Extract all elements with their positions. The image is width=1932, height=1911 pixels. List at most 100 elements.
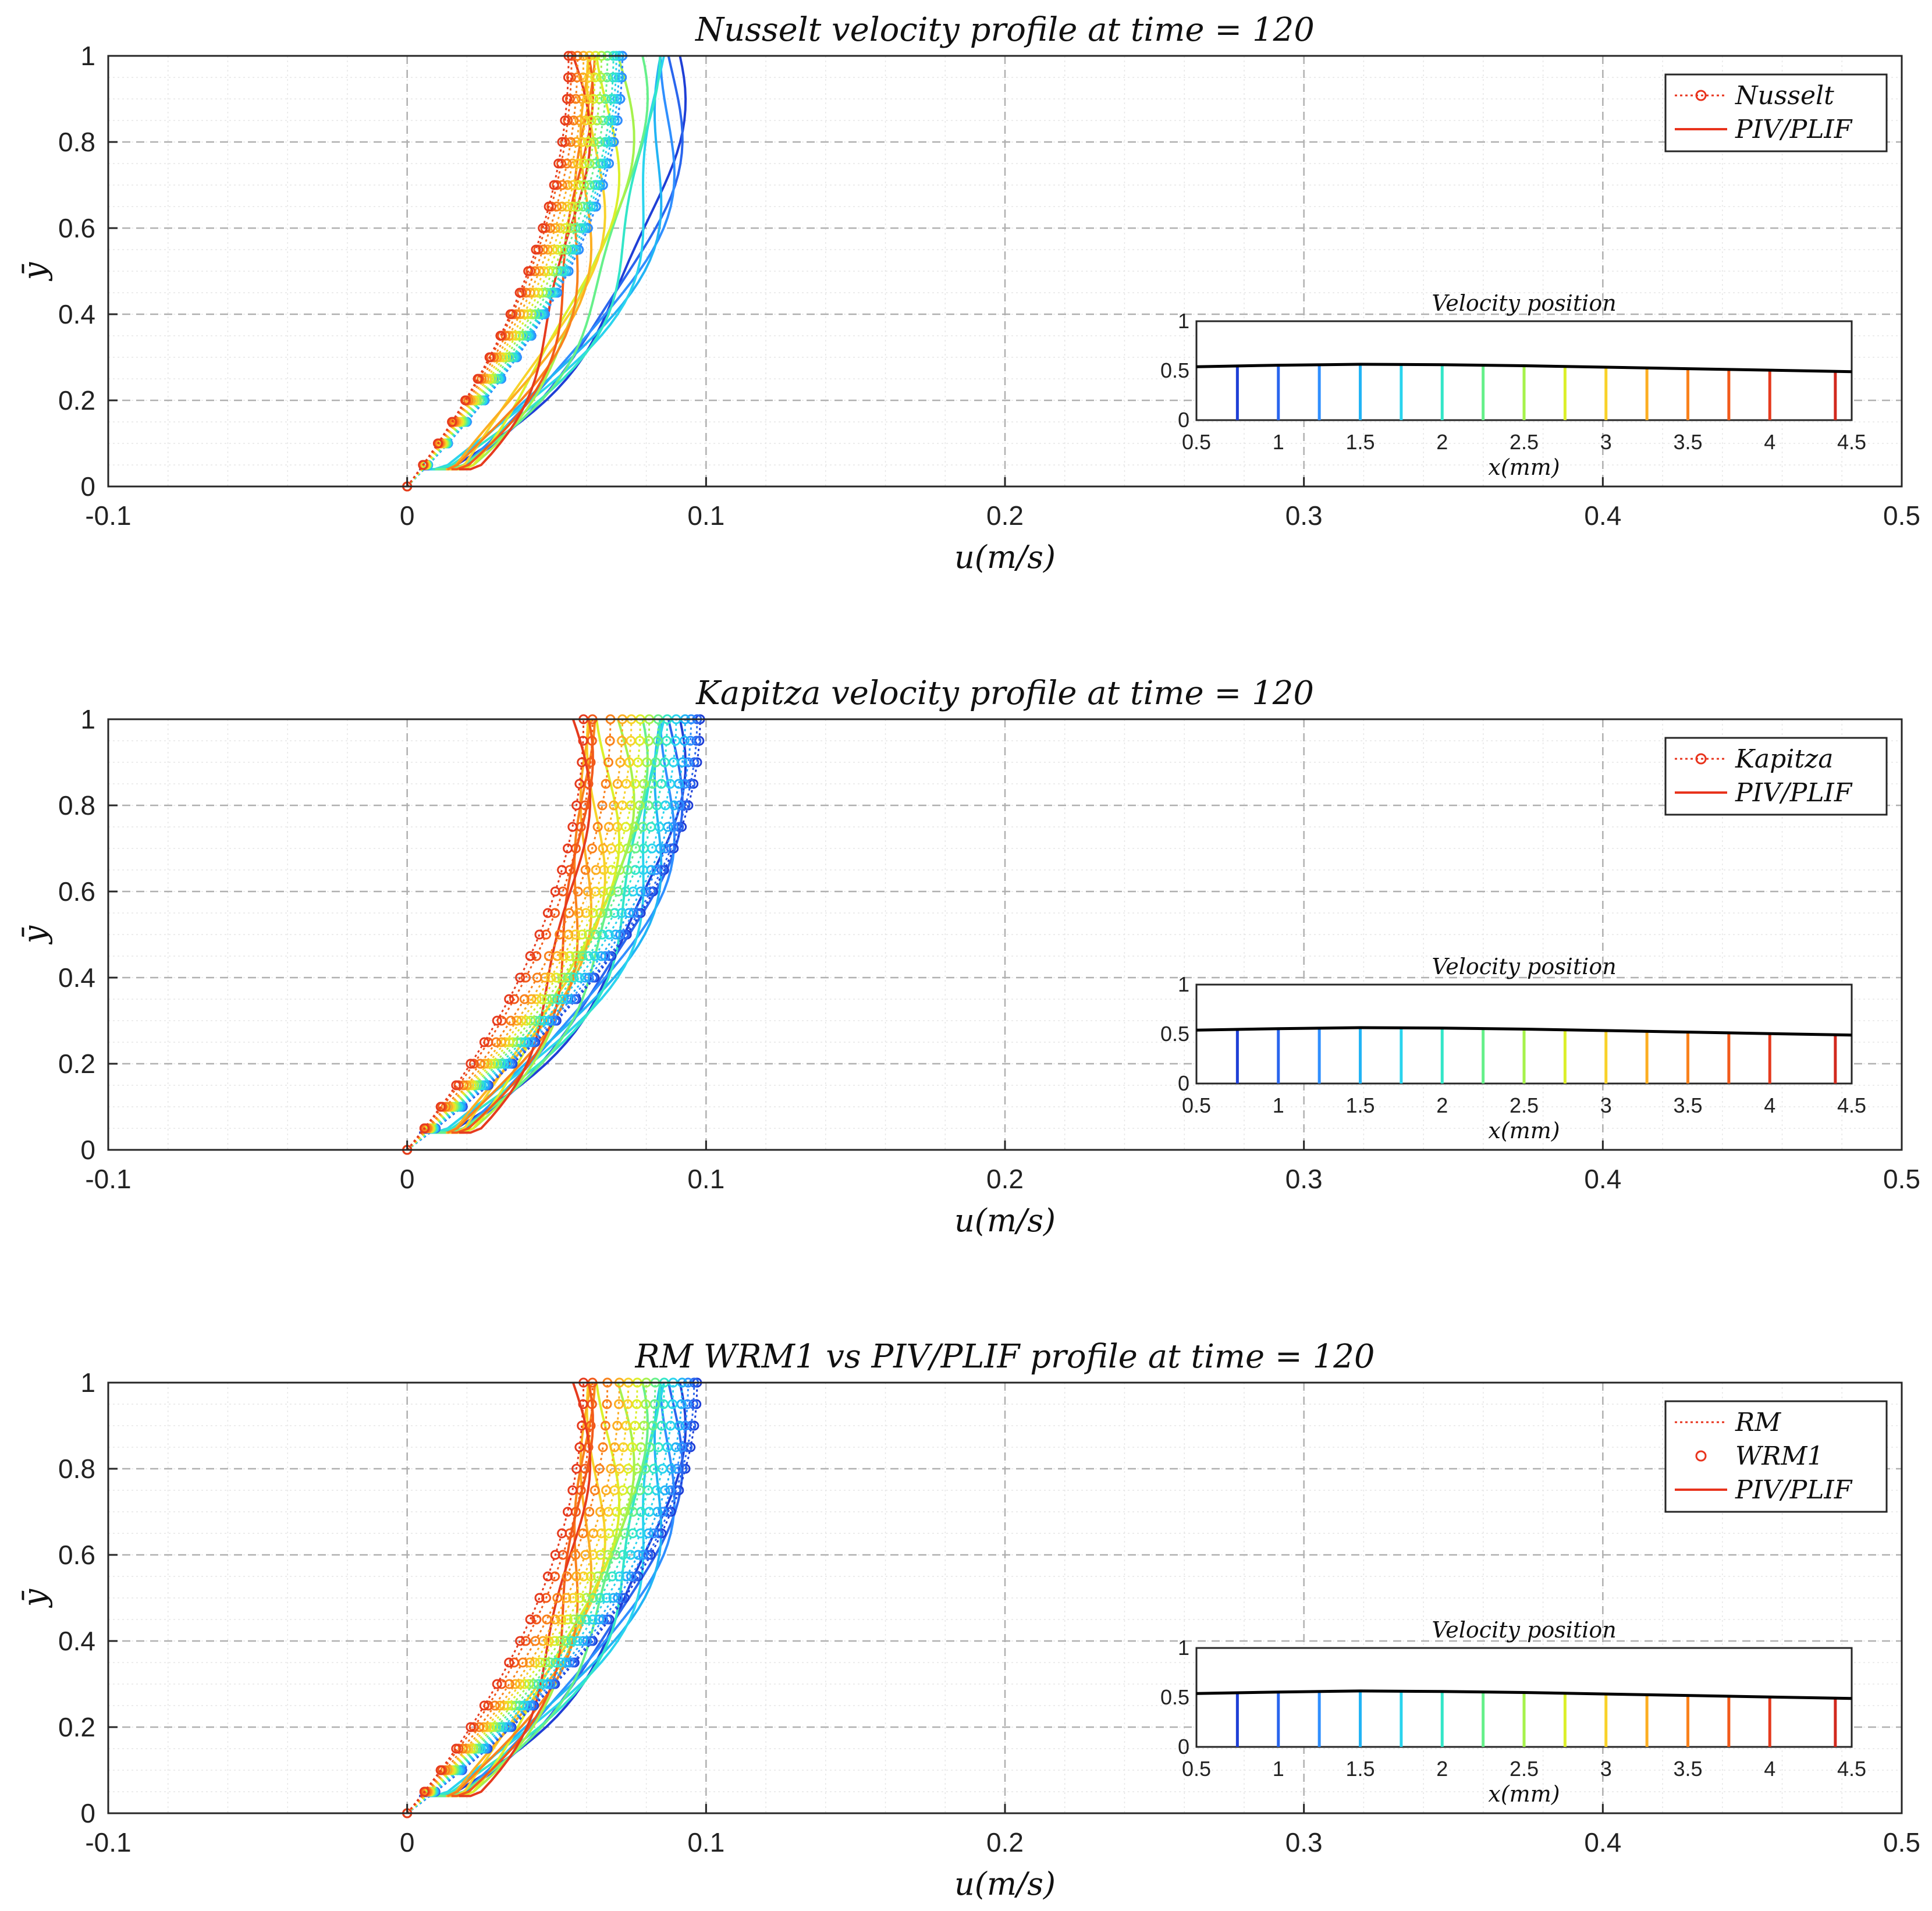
inset-x-label: x(mm): [1488, 1118, 1560, 1143]
model-marker: [535, 1015, 545, 1026]
legend-box: [1664, 737, 1888, 816]
model-marker: [677, 1464, 688, 1474]
model-marker: [523, 266, 534, 276]
model-marker: [550, 886, 560, 897]
model-marker: [577, 94, 587, 104]
model-marker: [550, 1571, 560, 1582]
model-markers: [402, 714, 645, 1155]
model-marker: [563, 180, 573, 190]
model-marker: [674, 822, 684, 832]
model-line: [406, 1382, 630, 1814]
model-marker: [502, 1058, 513, 1069]
model-marker: [515, 1636, 525, 1646]
model-marker: [496, 1037, 506, 1047]
y-tick-label: 0: [80, 1798, 95, 1828]
model-marker: [603, 929, 614, 940]
inset-x-tick-label: 0.5: [1182, 1757, 1211, 1781]
y-axis-label: ȳ: [16, 261, 53, 281]
x-tick-label: 0.2: [986, 1827, 1024, 1857]
model-marker: [595, 908, 605, 918]
model-marker: [545, 1657, 556, 1668]
model-marker: [466, 1722, 476, 1732]
x-tick-label: 0.1: [687, 500, 724, 531]
inset-x-label: x(mm): [1488, 1781, 1560, 1807]
inset-title: Velocity position: [1432, 1617, 1616, 1643]
model-marker: [495, 1700, 505, 1711]
inset-y-tick-label: 0.5: [1160, 1685, 1189, 1709]
model-marker: [577, 951, 588, 961]
model-marker: [569, 972, 579, 983]
model-marker: [660, 843, 671, 854]
legend: RM WRM1 PIV/PLIF: [1664, 1400, 1888, 1513]
model-marker: [580, 972, 590, 983]
model-marker: [568, 1593, 578, 1603]
model-marker: [519, 994, 530, 1004]
inset-y-tick-label: 0: [1178, 1735, 1189, 1759]
model-marker: [638, 1550, 648, 1560]
model-marker: [566, 72, 576, 83]
inset-x-tick-label: 2: [1436, 430, 1448, 454]
inset-title: Velocity position: [1432, 954, 1616, 979]
model-marker: [682, 1399, 692, 1409]
model-markers: [402, 714, 690, 1155]
inset-x-tick-label: 1.5: [1345, 1093, 1375, 1117]
inset-y-tick-label: 0: [1178, 1071, 1189, 1095]
model-marker: [594, 1614, 604, 1625]
model-marker: [544, 201, 554, 212]
inset-x-tick-label: 4: [1764, 430, 1775, 454]
model-line: [406, 719, 612, 1151]
model-marker: [542, 1614, 552, 1625]
model-marker: [504, 1657, 514, 1668]
inset-x-tick-label: 1.5: [1345, 430, 1375, 454]
chart-title: Nusselt velocity profile at time = 120: [694, 11, 1315, 49]
model-marker: [562, 1571, 572, 1582]
model-markers: [402, 714, 697, 1155]
model-marker: [557, 244, 567, 255]
model-marker: [602, 72, 612, 83]
x-tick-label: 0.1: [687, 1827, 724, 1857]
model-marker: [545, 972, 556, 983]
model-marker: [563, 72, 573, 83]
inset-x-label: x(mm): [1488, 454, 1560, 480]
model-marker: [680, 779, 690, 789]
model-marker: [534, 929, 545, 940]
model-marker: [451, 1080, 461, 1091]
piv-line: [459, 719, 592, 1134]
y-tick-label: 1: [80, 704, 95, 734]
tick-labels: -0.1 0 0.1 0.2 0.3 0.4 0.500.20.40.60.81: [58, 1367, 1920, 1857]
y-tick-label: 0.6: [58, 876, 95, 907]
model-marker: [504, 994, 514, 1004]
model-marker: [586, 115, 596, 126]
model-marker: [614, 72, 624, 83]
model-marker: [616, 908, 627, 918]
model-marker: [457, 1743, 468, 1754]
model-marker: [583, 137, 593, 147]
model-marker: [548, 1679, 559, 1689]
model-marker: [489, 1058, 499, 1069]
model-marker: [609, 115, 620, 126]
model-marker: [509, 994, 520, 1004]
model-marker: [680, 1420, 691, 1431]
model-marker: [573, 180, 584, 190]
model-line: [406, 55, 615, 488]
model-marker: [581, 1614, 592, 1625]
model-marker: [677, 1442, 687, 1452]
legend-entry-label: PIV/PLIF: [1735, 778, 1853, 808]
model-marker: [557, 201, 567, 212]
model-marker: [555, 929, 565, 940]
model-marker: [488, 1722, 499, 1732]
inset-x-tick-label: 3: [1600, 430, 1612, 454]
inset-x-tick-label: 3: [1600, 1757, 1612, 1781]
model-marker: [541, 1593, 551, 1603]
model-marker: [577, 929, 587, 940]
model-marker: [588, 1528, 599, 1539]
model-marker: [574, 1442, 585, 1452]
legend-swatch-marker: [1695, 753, 1707, 765]
model-marker: [507, 331, 518, 341]
inset-y-tick-label: 1: [1178, 309, 1189, 333]
model-marker: [567, 822, 578, 832]
inset-y-tick-label: 1: [1178, 972, 1189, 996]
x-tick-label: -0.1: [85, 1164, 131, 1194]
